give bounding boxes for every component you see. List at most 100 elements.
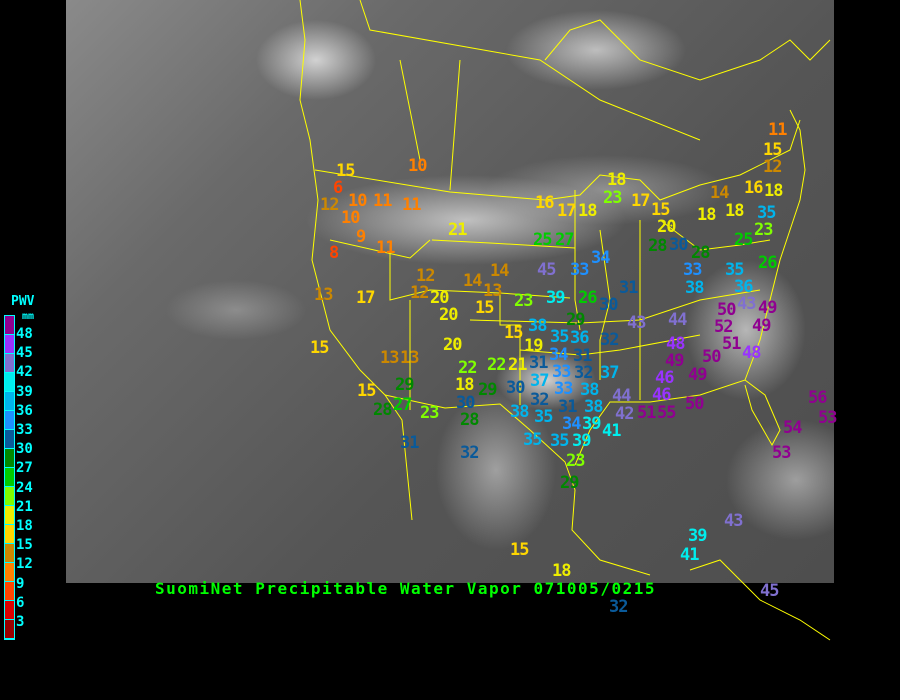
station-pwv-value: 11	[402, 195, 422, 215]
station-pwv-value: 25	[533, 230, 553, 250]
station-pwv-value: 55	[657, 403, 677, 423]
legend-swatch	[5, 601, 14, 620]
station-pwv-value: 15	[763, 140, 783, 160]
station-pwv-value: 35	[550, 431, 570, 451]
station-pwv-value: 23	[420, 403, 440, 423]
station-pwv-value: 25	[734, 230, 754, 250]
station-pwv-value: 45	[760, 581, 780, 601]
legend-tick-label: 15	[16, 537, 33, 554]
station-pwv-value: 29	[566, 310, 586, 330]
station-pwv-value: 12	[416, 266, 436, 286]
station-pwv-value: 21	[448, 220, 468, 240]
legend-swatch	[5, 506, 14, 525]
station-pwv-value: 28	[691, 243, 711, 263]
station-pwv-value: 23	[514, 291, 534, 311]
station-pwv-value: 37	[600, 363, 620, 383]
boundary-line	[299, 0, 413, 521]
station-pwv-value: 37	[530, 371, 550, 391]
station-pwv-value: 15	[336, 161, 356, 181]
station-pwv-value: 56	[808, 388, 828, 408]
station-pwv-value: 38	[580, 380, 600, 400]
station-pwv-value: 18	[578, 201, 598, 221]
station-pwv-value: 36	[734, 277, 754, 297]
station-pwv-value: 6	[333, 178, 343, 198]
station-pwv-value: 32	[574, 363, 594, 383]
station-pwv-value: 14	[463, 271, 483, 291]
color-legend	[4, 315, 15, 640]
legend-swatch	[5, 620, 14, 639]
station-pwv-value: 13	[483, 281, 503, 301]
station-pwv-value: 13	[400, 348, 420, 368]
station-pwv-value: 33	[570, 260, 590, 280]
station-pwv-value: 30	[599, 295, 619, 315]
legend-swatch	[5, 582, 14, 601]
legend-tick-label: 21	[16, 498, 33, 515]
station-pwv-value: 49	[688, 365, 708, 385]
station-pwv-value: 35	[757, 203, 777, 223]
station-pwv-value: 31	[558, 397, 578, 417]
legend-tick-label: 42	[16, 364, 33, 381]
legend-tick-label: 18	[16, 518, 33, 534]
station-pwv-value: 9	[356, 227, 366, 247]
station-pwv-value: 39	[688, 526, 708, 546]
station-pwv-value: 38	[510, 402, 530, 422]
station-pwv-value: 26	[758, 253, 778, 273]
station-pwv-value: 36	[570, 328, 590, 348]
legend-tick-label: 48	[16, 326, 33, 342]
station-pwv-value: 23	[603, 188, 623, 208]
station-pwv-value: 22	[487, 355, 507, 375]
station-pwv-value: 12	[320, 195, 340, 215]
station-pwv-value: 18	[455, 375, 475, 395]
station-pwv-value: 15	[504, 323, 524, 343]
station-pwv-value: 27	[393, 395, 413, 415]
station-pwv-value: 28	[373, 400, 393, 420]
boundary-line	[431, 239, 576, 249]
legend-swatch	[5, 449, 14, 468]
station-pwv-value: 34	[591, 248, 611, 268]
station-pwv-value: 48	[742, 343, 762, 363]
station-pwv-value: 35	[534, 407, 554, 427]
station-pwv-value: 32	[600, 330, 620, 350]
station-pwv-value: 43	[627, 313, 647, 333]
station-pwv-value: 44	[668, 310, 688, 330]
station-pwv-value: 38	[685, 278, 705, 298]
legend-tick-label: 39	[16, 383, 33, 400]
station-pwv-value: 20	[439, 305, 459, 325]
station-pwv-value: 21	[508, 355, 528, 375]
station-pwv-value: 43	[724, 511, 744, 531]
station-pwv-value: 32	[530, 390, 550, 410]
station-pwv-value: 12	[763, 157, 783, 177]
station-pwv-value: 11	[373, 191, 393, 211]
legend-swatch	[5, 487, 14, 506]
station-pwv-value: 48	[666, 334, 686, 354]
station-pwv-value: 27	[555, 230, 575, 250]
station-pwv-value: 14	[490, 261, 510, 281]
boundary-line	[314, 119, 801, 201]
station-pwv-value: 30	[669, 235, 689, 255]
station-pwv-value: 53	[818, 408, 838, 428]
station-pwv-value: 35	[550, 327, 570, 347]
station-pwv-value: 10	[341, 208, 361, 228]
legend-tick-label: 24	[16, 479, 33, 496]
station-pwv-value: 23	[754, 220, 774, 240]
station-pwv-value: 20	[430, 288, 450, 308]
station-pwv-value: 49	[758, 298, 778, 318]
boundary-line	[449, 59, 461, 191]
station-pwv-value: 43	[737, 294, 757, 314]
station-pwv-value: 53	[772, 443, 792, 463]
station-pwv-value: 20	[443, 335, 463, 355]
legend-swatch	[5, 411, 14, 430]
boundary-line	[384, 394, 651, 576]
station-pwv-value: 51	[637, 403, 657, 423]
station-pwv-value: 15	[357, 381, 377, 401]
boundary-line	[399, 59, 421, 161]
legend-swatch	[5, 468, 14, 487]
station-pwv-value: 49	[752, 316, 772, 336]
boundary-line	[359, 0, 701, 141]
station-pwv-value: 28	[648, 236, 668, 256]
station-pwv-value: 50	[717, 300, 737, 320]
station-pwv-value: 31	[573, 346, 593, 366]
station-pwv-value: 10	[348, 191, 368, 211]
station-pwv-value: 11	[768, 120, 788, 140]
